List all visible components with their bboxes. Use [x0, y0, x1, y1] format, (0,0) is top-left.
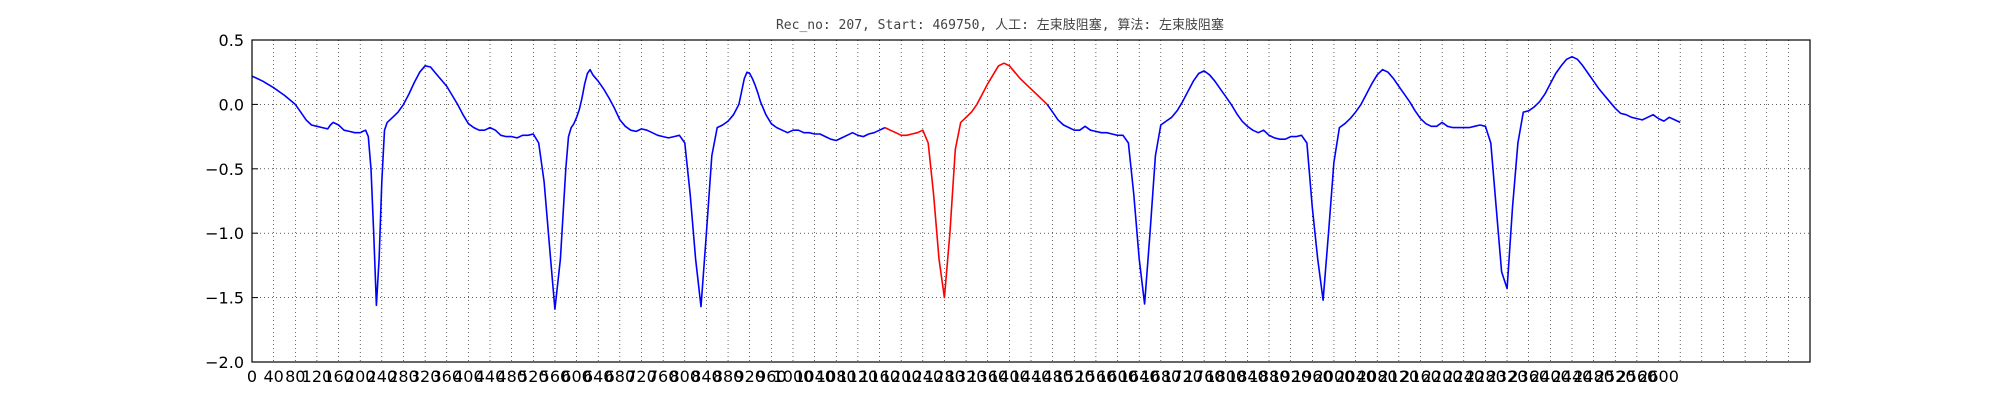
x-tick-label: 1480: [1032, 367, 1073, 386]
x-tick-label: 1320: [946, 367, 987, 386]
x-tick-label: 680: [605, 367, 636, 386]
x-tick-label: 1600: [1097, 367, 1138, 386]
x-tick-label: 320: [410, 367, 441, 386]
x-tick-label: 2280: [1465, 367, 1506, 386]
x-tick-label: 1680: [1140, 367, 1181, 386]
x-tick-label: 200: [345, 367, 376, 386]
x-tick-label: 1880: [1249, 367, 1290, 386]
y-tick-label: −1.0: [205, 224, 244, 243]
x-tick-label: 2360: [1508, 367, 1549, 386]
x-tick-label: 440: [475, 367, 506, 386]
x-tick-label: 2480: [1573, 367, 1614, 386]
x-tick-label: 2120: [1379, 367, 1420, 386]
x-tick-label: 2320: [1487, 367, 1528, 386]
x-tick-label: 1560: [1076, 367, 1117, 386]
x-tick-label: 560: [540, 367, 571, 386]
x-tick-label: 1040: [794, 367, 835, 386]
x-tick-label: 1840: [1227, 367, 1268, 386]
x-tick-label: 2000: [1314, 367, 1355, 386]
x-tick-label: 600: [561, 367, 592, 386]
x-tick-label: 1200: [881, 367, 922, 386]
x-tick-label: 2400: [1530, 367, 1571, 386]
x-tick-label: 1400: [989, 367, 1030, 386]
x-tick-label: 760: [648, 367, 679, 386]
x-tick-label: 240: [367, 367, 398, 386]
x-tick-label: 1080: [816, 367, 857, 386]
x-tick-label: 2040: [1335, 367, 1376, 386]
x-tick-label: 400: [453, 367, 484, 386]
x-tick-label: 1800: [1205, 367, 1246, 386]
x-tick-label: 160: [323, 367, 354, 386]
x-tick-label: 1760: [1184, 367, 1225, 386]
plot-frame: [251, 39, 1811, 363]
x-tick-label: 640: [583, 367, 614, 386]
y-tick-label: 0.5: [219, 31, 244, 50]
x-tick-label: 120: [302, 367, 333, 386]
x-tick-label: 280: [388, 367, 419, 386]
x-tick-label: 960: [756, 367, 787, 386]
x-tick-label: 2080: [1357, 367, 1398, 386]
x-tick-label: 840: [691, 367, 722, 386]
x-tick-label: 1280: [924, 367, 965, 386]
x-tick-label: 1160: [859, 367, 900, 386]
chart-title: Rec_no: 207, Start: 469750, 人工: 左束肢阻塞, 算…: [776, 17, 1224, 33]
plot-series: [251, 55, 1681, 311]
grid: [251, 39, 1811, 363]
ecg-series-line-2: [884, 62, 1048, 299]
x-tick-label: 1640: [1119, 367, 1160, 386]
y-axis: 0.5 0.0 −0.5 −1.0 −1.5 −2.0: [205, 31, 258, 372]
x-axis: 0 40 8012016020024028032036040044048052056…: [247, 367, 1679, 386]
x-tick-label: 1000: [773, 367, 814, 386]
x-tick-label: 360: [431, 367, 462, 386]
y-tick-label: −2.0: [205, 353, 244, 372]
y-tick-label: 0.0: [219, 95, 244, 114]
x-tick-label: 80: [285, 367, 305, 386]
x-tick-label: 880: [713, 367, 744, 386]
x-tick-label: 2560: [1617, 367, 1658, 386]
x-tick-label: 1720: [1162, 367, 1203, 386]
ecg-series-line-3: [1046, 55, 1681, 305]
x-tick-label: 2200: [1422, 367, 1463, 386]
x-tick-label: 480: [496, 367, 527, 386]
x-tick-label: 0: [247, 367, 257, 386]
x-tick-label: 2240: [1443, 367, 1484, 386]
x-tick-label: 920: [734, 367, 765, 386]
x-tick-label: 1360: [967, 367, 1008, 386]
x-tick-label: 720: [626, 367, 657, 386]
x-tick-label: 1440: [1011, 367, 1052, 386]
x-tick-label: 1120: [838, 367, 879, 386]
x-tick-label: 1960: [1292, 367, 1333, 386]
ecg-series-line-1: [251, 65, 886, 311]
x-tick-label: 1240: [902, 367, 943, 386]
y-tick-label: −0.5: [205, 160, 244, 179]
x-tick-label: 800: [670, 367, 701, 386]
x-tick-label: 520: [518, 367, 549, 386]
x-tick-label: 2520: [1595, 367, 1636, 386]
y-tick-label: −1.5: [205, 289, 244, 308]
x-tick-label: 2440: [1552, 367, 1593, 386]
x-tick-label: 2600: [1638, 367, 1679, 386]
x-tick-label: 1520: [1054, 367, 1095, 386]
x-tick-label: 40: [263, 367, 283, 386]
x-tick-label: 2160: [1400, 367, 1441, 386]
x-tick-label: 1920: [1270, 367, 1311, 386]
